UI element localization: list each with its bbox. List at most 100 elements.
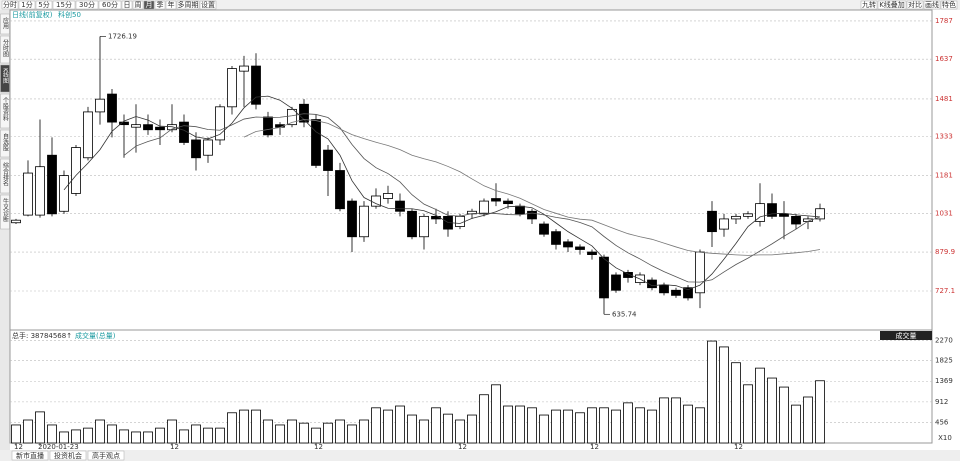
- volume-bar: [299, 422, 309, 444]
- volume-bar: [251, 409, 261, 444]
- volume-bar: [179, 429, 189, 444]
- sidebar-tab[interactable]: 个股资料: [2, 97, 9, 122]
- toolbar-button-bg[interactable]: [121, 0, 133, 10]
- toolbar-button[interactable]: 15分: [56, 0, 72, 9]
- bottom-tab[interactable]: 高手观点: [92, 451, 120, 460]
- tool-button-bg[interactable]: [923, 0, 941, 10]
- tool-button-bg[interactable]: [860, 0, 878, 10]
- toolbar-button-bg[interactable]: [176, 0, 200, 10]
- candle-body: [23, 172, 33, 216]
- candle-body: [515, 205, 525, 215]
- volume-bar: [503, 405, 513, 444]
- candle-body: [359, 205, 369, 238]
- toolbar-button[interactable]: 日: [124, 1, 131, 9]
- toolbar-button-bg[interactable]: [75, 0, 99, 10]
- tool-button-bg[interactable]: [940, 0, 958, 10]
- volume-bar: [731, 362, 741, 444]
- toolbar-button[interactable]: 30分: [79, 0, 95, 9]
- candle-body: [539, 223, 549, 235]
- sidebar-tab[interactable]: 综合排名: [2, 161, 9, 187]
- toolbar-button-bg[interactable]: [165, 0, 177, 10]
- toolbar-button-bg[interactable]: [35, 0, 53, 10]
- sidebar-tab-bg[interactable]: [0, 93, 10, 129]
- candle-body: [587, 251, 597, 255]
- candle-body: [743, 213, 753, 217]
- volume-bar: [551, 409, 561, 444]
- bottom-tab-bg[interactable]: [49, 450, 87, 461]
- bottom-tab[interactable]: 投资机会: [54, 451, 82, 460]
- tool-button-bg[interactable]: [877, 0, 907, 10]
- candle-body: [59, 175, 69, 212]
- candle-body: [671, 289, 681, 296]
- bottom-tab-bg[interactable]: [87, 450, 125, 461]
- tool-button[interactable]: 九转: [862, 0, 876, 9]
- x-tick-label: 12: [458, 443, 467, 451]
- toolbar-button[interactable]: 1分: [21, 0, 32, 9]
- toolbar-button-bg[interactable]: [18, 0, 36, 10]
- x-tick-label: 12: [734, 443, 743, 451]
- candle-body: [491, 198, 501, 202]
- sidebar-tab-bg[interactable]: [0, 194, 10, 230]
- moving-average-line: [63, 95, 821, 291]
- candle-body: [239, 65, 249, 72]
- candle-body: [599, 256, 609, 299]
- bottom-tab-bg[interactable]: [11, 450, 49, 461]
- sidebar-tab[interactable]: 分时图: [2, 38, 9, 58]
- tool-button[interactable]: K线叠加: [879, 0, 905, 9]
- candle-body: [311, 119, 321, 166]
- toolbar-button[interactable]: 60分: [102, 0, 118, 9]
- sidebar-tab-bg[interactable]: [0, 35, 10, 64]
- toolbar-button[interactable]: 分时: [3, 0, 17, 9]
- volume-tick-label: 1369: [935, 377, 953, 385]
- volume-bar: [335, 419, 345, 444]
- sidebar-tab-bg[interactable]: [0, 64, 10, 93]
- candle-body: [683, 287, 693, 299]
- toolbar-button-bg[interactable]: [1, 0, 19, 10]
- toolbar-button-bg[interactable]: [154, 0, 166, 10]
- sidebar-tab[interactable]: 自选股: [2, 132, 9, 152]
- volume-bar: [575, 412, 585, 444]
- toolbar-button[interactable]: 设置: [201, 0, 215, 9]
- sidebar-tab-bg[interactable]: [0, 13, 10, 35]
- toolbar-button[interactable]: 年: [168, 0, 175, 9]
- sidebar-tab-bg[interactable]: [0, 129, 10, 158]
- tool-button-bg[interactable]: [906, 0, 924, 10]
- toolbar-button[interactable]: 季: [157, 0, 164, 9]
- candle-body: [323, 149, 333, 171]
- toolbar-button-bg[interactable]: [132, 0, 144, 10]
- tool-button[interactable]: 对比: [908, 0, 922, 9]
- y-tick-label: 1333: [935, 133, 953, 141]
- sidebar-tab-bg[interactable]: [0, 158, 10, 194]
- sidebar-tab[interactable]: 应用: [2, 16, 9, 30]
- volume-button[interactable]: 成交量: [896, 331, 917, 340]
- candle-body: [407, 210, 417, 238]
- toolbar-button-bg[interactable]: [143, 0, 155, 10]
- volume-bar: [83, 427, 93, 444]
- candle-body: [755, 203, 765, 222]
- y-tick-label: 1481: [935, 95, 953, 103]
- volume-bar: [323, 422, 333, 444]
- volume-bar: [527, 407, 537, 444]
- toolbar-button-bg[interactable]: [199, 0, 217, 10]
- volume-bar: [203, 427, 213, 444]
- candle-body: [815, 208, 825, 220]
- volume-bar: [47, 424, 57, 444]
- tool-button[interactable]: 特色: [942, 0, 956, 9]
- sidebar-tab[interactable]: 牛叉诊断: [2, 197, 9, 223]
- volume-bar: [767, 377, 777, 444]
- toolbar-button[interactable]: 月: [146, 1, 153, 9]
- bottom-tab[interactable]: 新市直播: [16, 451, 44, 460]
- tool-button[interactable]: 画线: [925, 0, 939, 9]
- volume-bar: [131, 431, 141, 444]
- toolbar-button[interactable]: 多周期: [178, 0, 199, 9]
- volume-button-bg[interactable]: [880, 331, 932, 340]
- toolbar-button-bg[interactable]: [98, 0, 122, 10]
- toolbar-button-bg[interactable]: [52, 0, 76, 10]
- candle-body: [575, 246, 585, 250]
- sidebar-tab[interactable]: K线图: [2, 68, 9, 85]
- toolbar-button[interactable]: 5分: [38, 0, 49, 9]
- toolbar-button[interactable]: 周: [135, 1, 142, 9]
- volume-bar: [443, 413, 453, 444]
- volume-bar: [803, 396, 813, 444]
